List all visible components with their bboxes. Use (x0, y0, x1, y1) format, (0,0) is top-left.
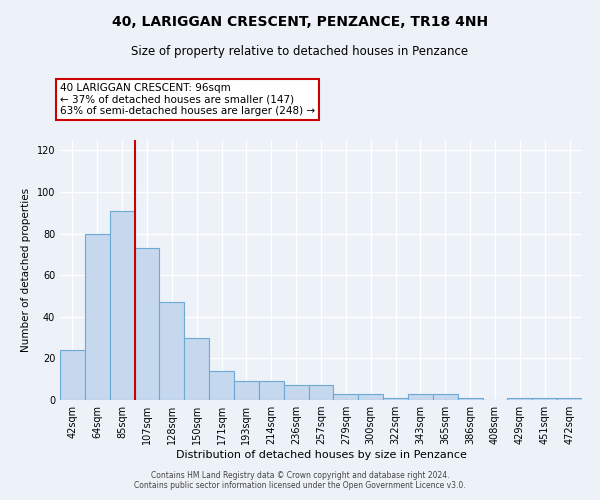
Bar (433, 394, 458, 400)
Text: 40 LARIGGAN CRESCENT: 96sqm
← 37% of detached houses are smaller (147)
63% of se: 40 LARIGGAN CRESCENT: 96sqm ← 37% of det… (60, 83, 315, 116)
Bar (110, 210, 134, 400)
Bar (160, 302, 184, 400)
Bar (532, 398, 557, 400)
Bar (308, 386, 334, 400)
Text: Size of property relative to detached houses in Penzance: Size of property relative to detached ho… (131, 45, 469, 58)
Bar (209, 371, 234, 400)
Bar (408, 394, 433, 400)
Bar (334, 394, 358, 400)
Bar (184, 338, 209, 400)
Bar (60, 350, 85, 400)
Y-axis label: Number of detached properties: Number of detached properties (21, 188, 31, 352)
Bar (458, 398, 482, 400)
X-axis label: Distribution of detached houses by size in Penzance: Distribution of detached houses by size … (176, 450, 466, 460)
Bar (284, 386, 308, 400)
Bar (508, 398, 532, 400)
Bar (134, 248, 160, 400)
Bar (358, 394, 383, 400)
Bar (383, 398, 408, 400)
Bar (259, 382, 284, 400)
Bar (234, 382, 259, 400)
Text: 40, LARIGGAN CRESCENT, PENZANCE, TR18 4NH: 40, LARIGGAN CRESCENT, PENZANCE, TR18 4N… (112, 15, 488, 29)
Bar (557, 398, 582, 400)
Bar (85, 234, 110, 400)
Text: Contains HM Land Registry data © Crown copyright and database right 2024.
Contai: Contains HM Land Registry data © Crown c… (134, 470, 466, 490)
